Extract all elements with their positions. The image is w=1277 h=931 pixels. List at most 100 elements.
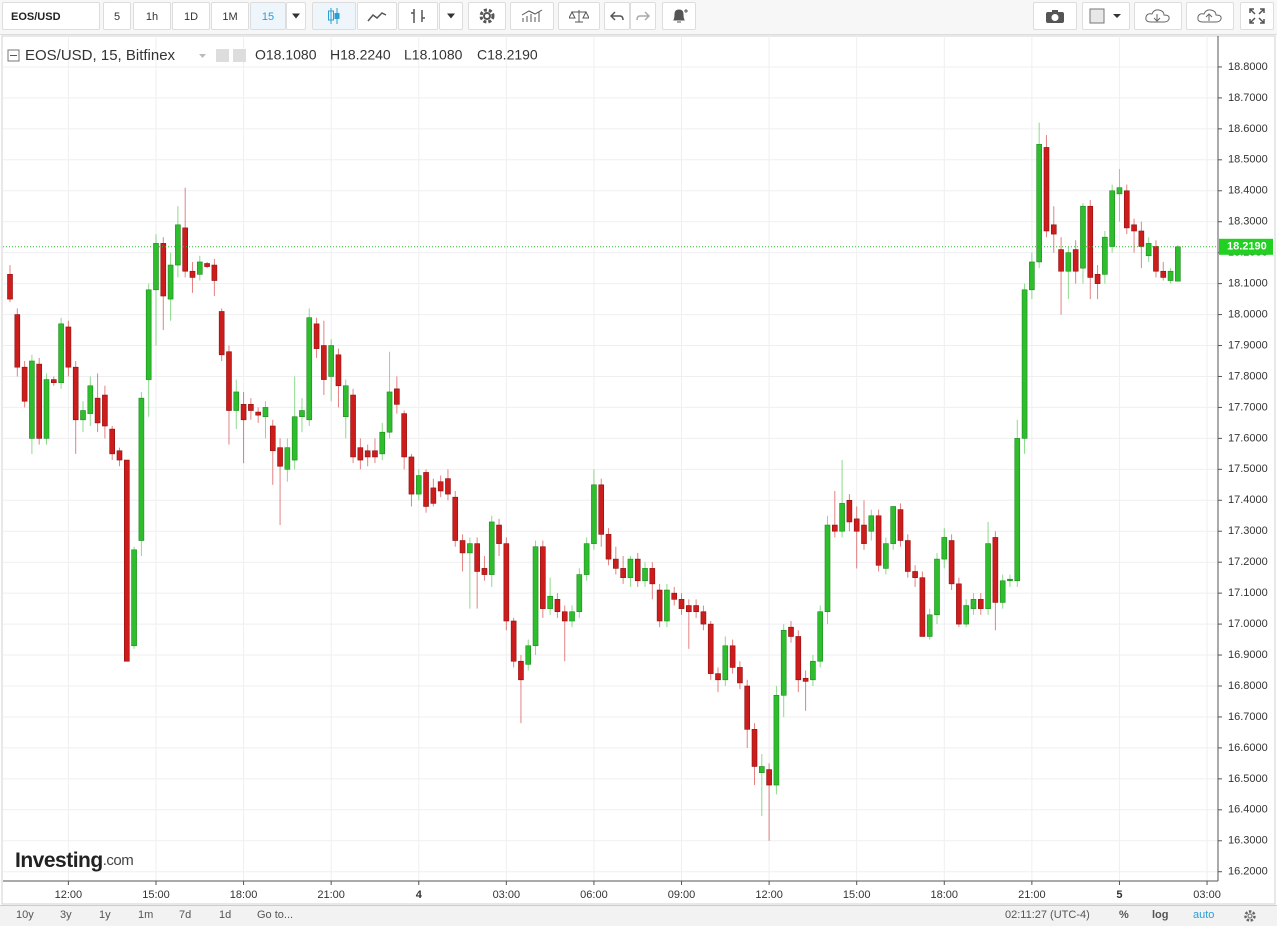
x-tick-label: 15:00 [142, 889, 170, 901]
compare-button[interactable] [558, 2, 600, 30]
candle-body [846, 499, 853, 523]
x-tick-label: 15:00 [843, 889, 871, 901]
y-tick-label: 17.7000 [1228, 401, 1268, 413]
ohlc-close: C18.2190 [477, 47, 538, 63]
candle-body [474, 543, 480, 572]
candle-body [963, 605, 969, 625]
interval-button[interactable]: 1D [172, 2, 210, 30]
indicator-dropdown[interactable] [439, 2, 463, 30]
settings-button[interactable] [468, 2, 506, 30]
candle-body [926, 614, 933, 637]
x-tick-label: 18:00 [230, 889, 258, 901]
y-tick-label: 18.8000 [1228, 61, 1268, 73]
x-tick-label: 21:00 [1018, 889, 1046, 901]
alert-button[interactable] [662, 2, 696, 30]
candle-body [729, 645, 736, 668]
candle-body [58, 323, 64, 383]
studies-button[interactable] [510, 2, 554, 30]
range-button[interactable]: 7d [179, 909, 192, 921]
candle-body [970, 599, 977, 609]
redo-button[interactable] [630, 2, 656, 30]
cloud-load-button[interactable] [1134, 2, 1182, 30]
x-tick-label: 21:00 [317, 889, 345, 901]
settings-icon[interactable] [233, 49, 246, 62]
candle-body [613, 558, 619, 569]
candle-body [467, 543, 473, 554]
interval-button[interactable]: 15 [250, 2, 286, 30]
indicator-button[interactable] [398, 2, 438, 30]
last-price-label: 18.2190 [1227, 241, 1267, 253]
candle-body [1131, 224, 1137, 232]
candle-body [240, 404, 247, 421]
goto-button[interactable]: Go to... [257, 909, 294, 921]
y-tick-label: 16.2000 [1228, 866, 1268, 878]
candle-body [291, 416, 298, 461]
interval-button[interactable]: 1M [211, 2, 249, 30]
caret-icon [292, 13, 300, 19]
y-tick-label: 17.5000 [1228, 463, 1268, 475]
undo-button[interactable] [604, 2, 630, 30]
candle-body [554, 599, 561, 613]
line-icon [367, 12, 387, 22]
candle-body [547, 595, 553, 609]
candle-body [313, 323, 320, 349]
x-tick-label: 03:00 [493, 889, 521, 901]
percent-toggle[interactable]: % [1119, 909, 1129, 921]
interval-button[interactable]: 1h [133, 2, 171, 30]
candle-body [277, 447, 283, 467]
candle-body [102, 394, 108, 427]
eye-icon[interactable] [216, 49, 229, 62]
range-button[interactable]: 3y [60, 909, 72, 921]
range-button[interactable]: 10y [16, 909, 34, 921]
interval-dropdown[interactable] [286, 2, 306, 30]
cloud-save-button[interactable] [1186, 2, 1234, 30]
range-button[interactable]: 1d [219, 909, 232, 921]
candle-body [883, 543, 889, 569]
auto-toggle[interactable]: auto [1193, 909, 1215, 921]
candle-body [583, 543, 590, 575]
interval-button[interactable]: 5 [103, 2, 131, 30]
candle-body [145, 289, 152, 380]
candle-body [138, 397, 145, 541]
candle-body [875, 515, 882, 566]
candle-body [897, 509, 904, 541]
candle-body [795, 636, 802, 681]
candle-body [364, 450, 371, 458]
candle-body [919, 577, 926, 637]
candles-button[interactable] [312, 2, 356, 30]
candle-body [525, 645, 532, 665]
candle-body [65, 326, 72, 368]
range-button[interactable]: 1m [138, 909, 154, 921]
line-button[interactable] [357, 2, 397, 30]
candle-body [948, 540, 955, 585]
y-tick-label: 17.8000 [1228, 370, 1268, 382]
gear-icon [479, 8, 495, 24]
chart-frame [1, 35, 1276, 905]
y-tick-label: 18.0000 [1228, 308, 1268, 320]
candle-body [72, 366, 79, 421]
candle-body [831, 524, 838, 532]
footer-settings-icon[interactable] [1243, 909, 1257, 923]
candle-body [1160, 270, 1167, 278]
range-button[interactable]: 1y [99, 909, 111, 921]
candle-body [802, 677, 809, 682]
y-tick-label: 17.4000 [1228, 494, 1268, 506]
candle-body [912, 571, 918, 578]
snapshot-button[interactable] [1033, 2, 1077, 30]
candle-body [540, 546, 546, 609]
x-tick-label: 4 [416, 889, 423, 901]
candle-body [977, 599, 984, 609]
candle-body [1007, 578, 1013, 582]
symbol-box[interactable]: EOS/USD [2, 2, 100, 30]
color-button[interactable] [1082, 2, 1130, 30]
chart: EOS/USD, 15, Bitfinex O18.1080 H18.2240 … [1, 35, 1276, 905]
candle-body [1014, 438, 1021, 582]
fullscreen-button[interactable] [1240, 2, 1274, 30]
log-toggle[interactable]: log [1152, 909, 1169, 921]
x-tick-label: 12:00 [755, 889, 783, 901]
y-tick-label: 18.7000 [1228, 92, 1268, 104]
candle-body [226, 351, 232, 411]
candle-body [109, 428, 115, 455]
candle-body [255, 411, 261, 416]
candle-body [1087, 205, 1094, 278]
